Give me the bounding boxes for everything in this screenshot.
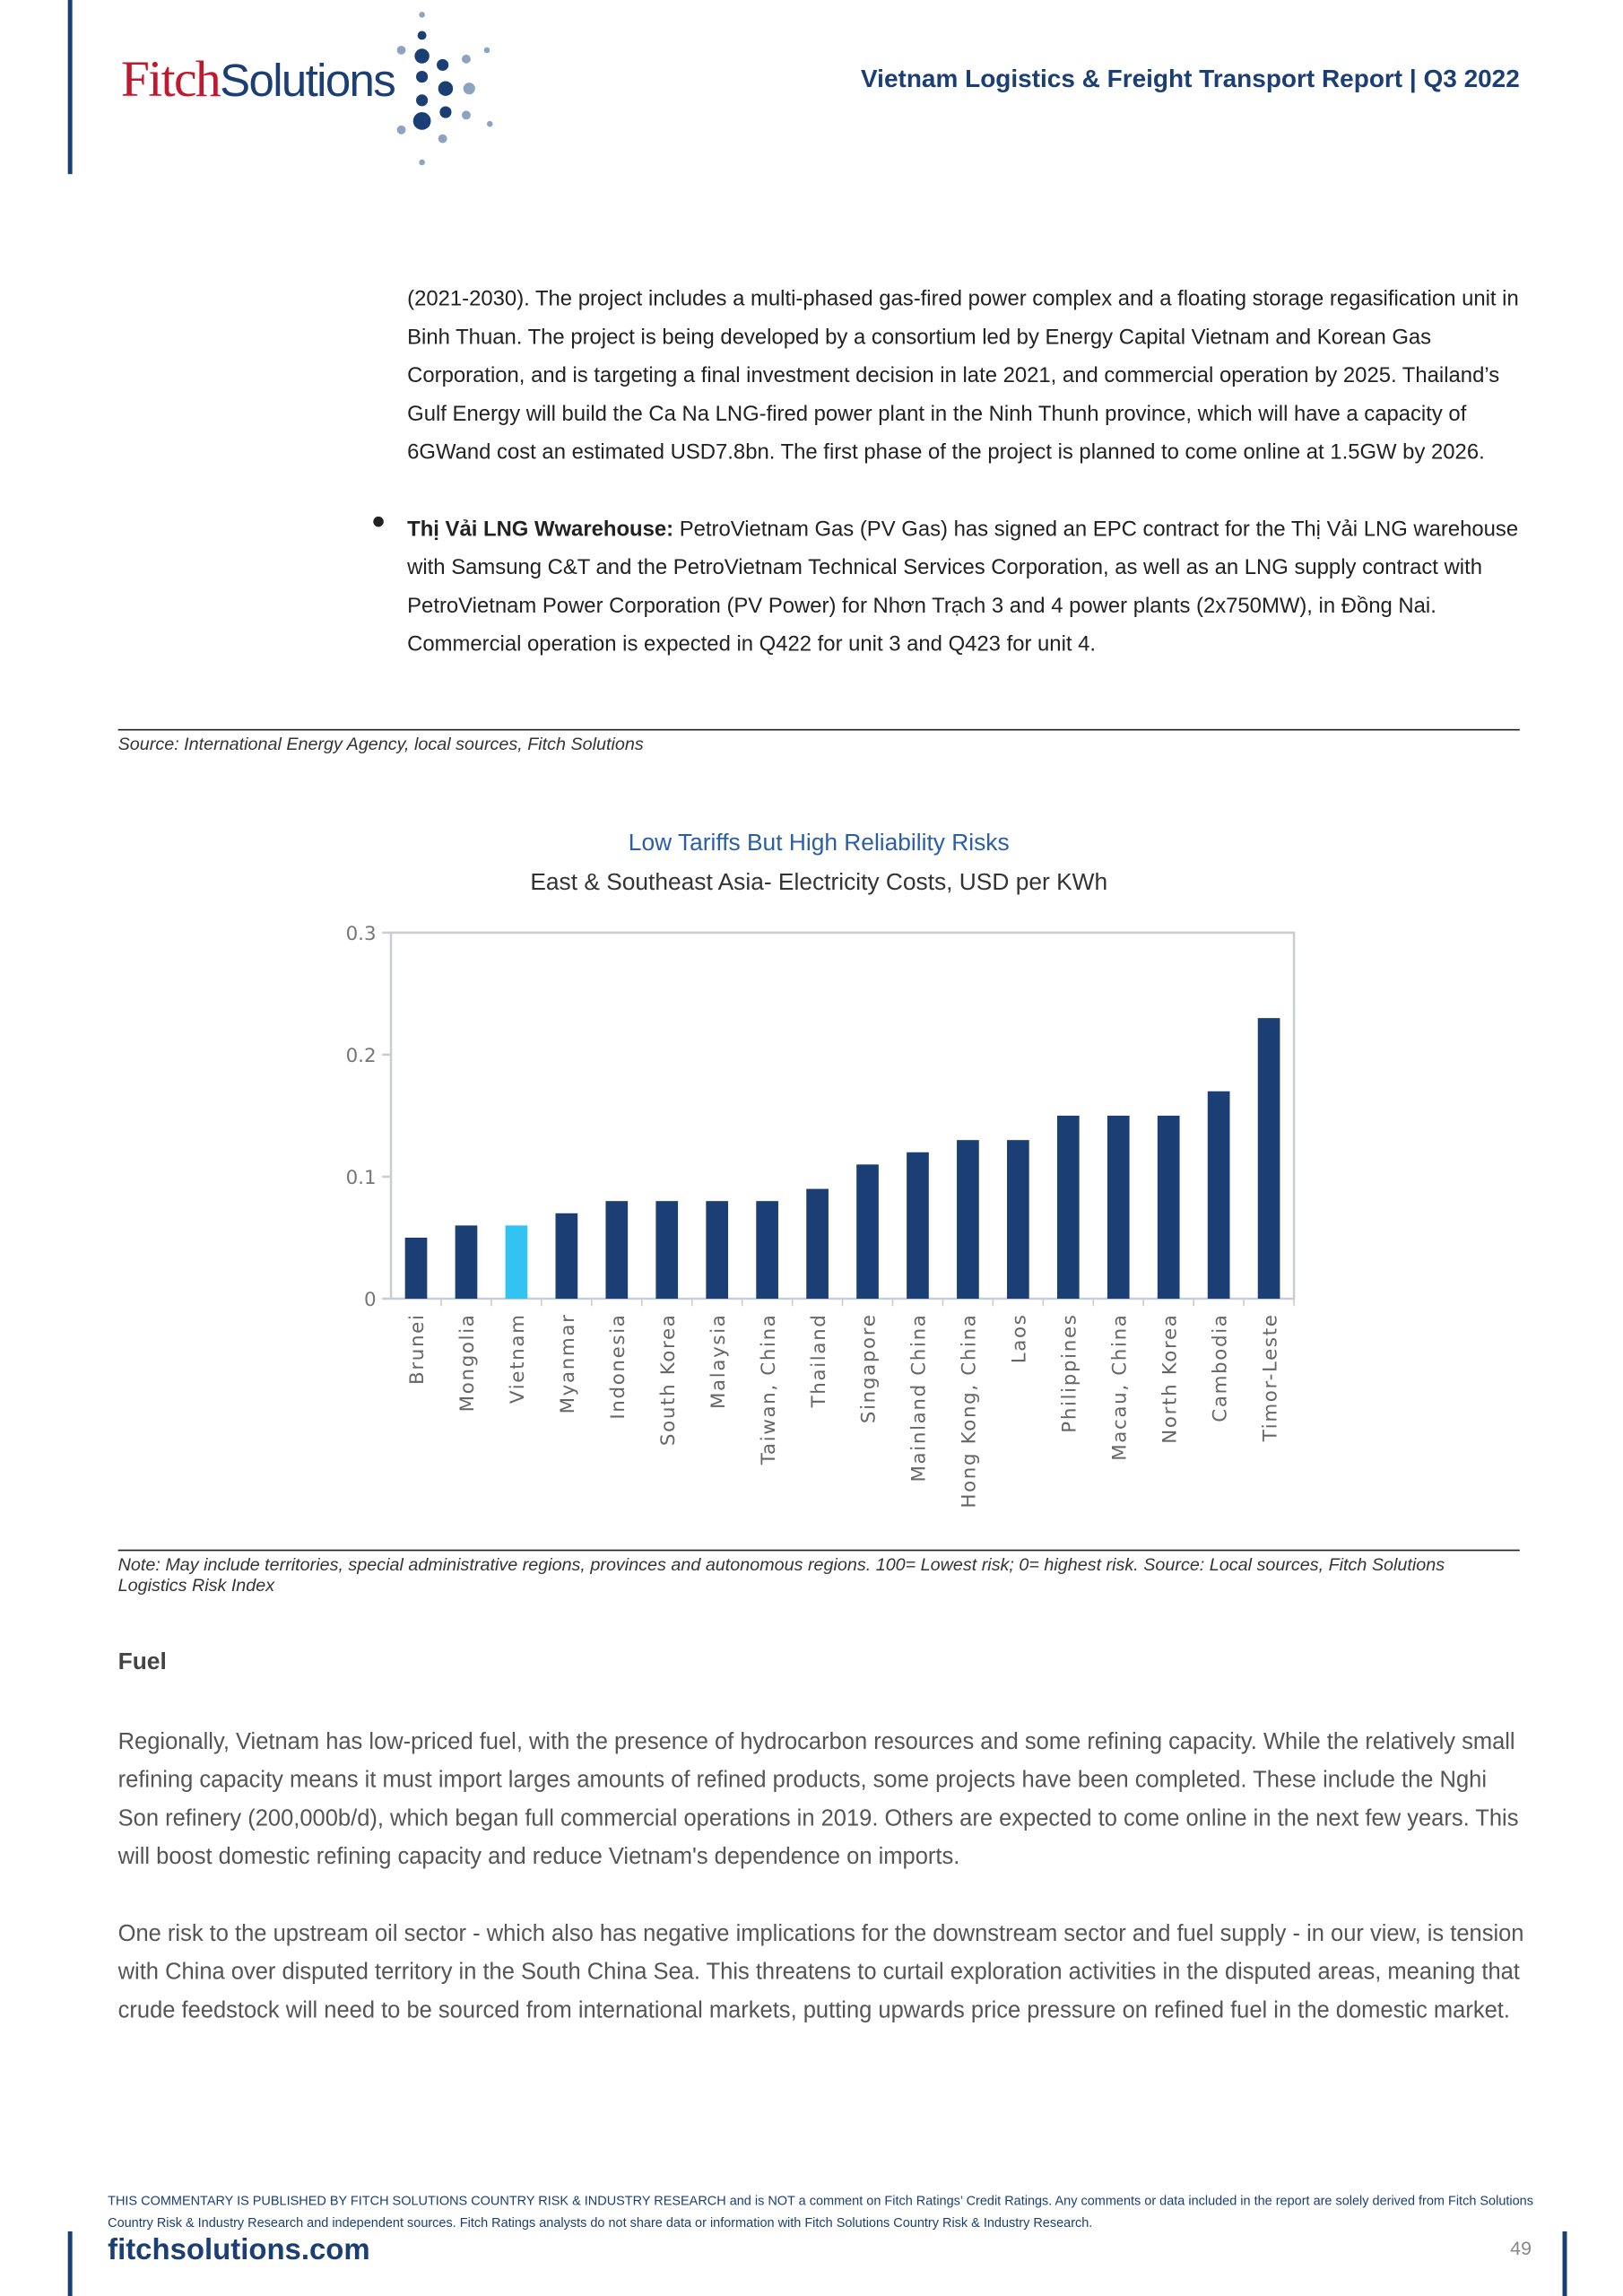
rule [117, 1549, 1520, 1552]
chart-subtitle: East & Southeast Asia- Electricity Costs… [530, 870, 1108, 896]
bullet [373, 516, 384, 527]
logo: FitchSolutions [120, 49, 396, 109]
bar [856, 1164, 879, 1299]
bar [806, 1188, 829, 1299]
logo-dots [396, 12, 493, 166]
x-tick-label: Macau, China [1108, 1313, 1131, 1460]
report-title: Vietnam Logistics & Freight Transport Re… [861, 65, 1520, 93]
left-rule [67, 2231, 73, 2296]
bar [1007, 1140, 1029, 1299]
x-tick-label: Taiwan, China [758, 1313, 780, 1465]
x-tick-label: Hong Kong, China [959, 1313, 981, 1508]
source: Source: International Energy Agency, loc… [117, 733, 644, 754]
x-tick-label: Mainland China [908, 1313, 931, 1482]
y-tick-label: 0.3 [346, 923, 377, 945]
bar [555, 1213, 578, 1299]
x-tick-label: North Korea [1159, 1313, 1181, 1443]
x-tick-label: Thailand [808, 1313, 830, 1408]
bar [655, 1201, 679, 1299]
x-tick-label: Brunei [406, 1313, 429, 1385]
x-tick-label: South Korea [657, 1313, 680, 1446]
bar [907, 1152, 929, 1299]
x-tick-label: Malaysia [707, 1313, 730, 1409]
bullet-item: Thị Vải LNG Wwarehouse: PetroVietnam Gas… [407, 510, 1529, 664]
page-number: 49 [1510, 2237, 1532, 2260]
x-tick-label: Vietnam [507, 1313, 529, 1404]
x-tick-label: Myanmar [557, 1313, 579, 1413]
paragraph: One risk to the upstream oil sector - wh… [117, 1921, 1524, 2023]
rule [117, 728, 1520, 731]
x-tick-label: Indonesia [607, 1313, 629, 1419]
bar [455, 1225, 478, 1299]
bar [1207, 1091, 1230, 1299]
chart-title: Low Tariffs But High Reliability Risks [628, 831, 1010, 857]
logo-solutions: Solutions [220, 54, 396, 107]
bar [1107, 1115, 1130, 1299]
y-tick-label: 0.1 [346, 1167, 377, 1189]
right-rule [1562, 2231, 1567, 2296]
bar [756, 1201, 778, 1299]
paragraph: (2021-2030). The project includes a mult… [407, 287, 1519, 465]
left-rule [67, 0, 73, 175]
disclaimer: THIS COMMENTARY IS PUBLISHED BY FITCH SO… [108, 2193, 1533, 2231]
note: Note: May include territories, special a… [117, 1553, 1445, 1596]
y-tick-label: 0 [364, 1289, 377, 1311]
x-tick-label: Singapore [858, 1313, 881, 1423]
bar [505, 1225, 528, 1299]
x-tick-label: Philippines [1059, 1313, 1081, 1432]
bullet-lead: Thị Vải LNG Wwarehouse: [407, 517, 674, 542]
bar [1157, 1115, 1180, 1299]
bar [957, 1140, 979, 1299]
chart: 0 0.1 0.2 0.3 Brunei Mongolia Vietnam Myanmar In… [346, 923, 1296, 1509]
logo-fitch: Fitch [120, 49, 221, 109]
x-tick-label: Timor-Leste [1259, 1313, 1281, 1442]
paragraph: Regionally, Vietnam has low-priced fuel,… [117, 1729, 1519, 1870]
x-tick-label: Cambodia [1209, 1313, 1231, 1422]
plot-frame [389, 931, 1296, 1300]
bullet-text: PetroVietnam Gas (PV Gas) has signed an … [407, 517, 1519, 657]
heading: Fuel [117, 1649, 167, 1675]
y-tick-label: 0.2 [346, 1045, 377, 1067]
bar [706, 1201, 729, 1299]
x-tick-label: Laos [1009, 1313, 1031, 1363]
bar [605, 1201, 629, 1299]
x-tick-label: Mongolia [456, 1313, 479, 1412]
bar [404, 1237, 428, 1299]
bar [1056, 1115, 1080, 1299]
site: fitchsolutions.com [108, 2234, 370, 2267]
bar [1257, 1018, 1280, 1299]
